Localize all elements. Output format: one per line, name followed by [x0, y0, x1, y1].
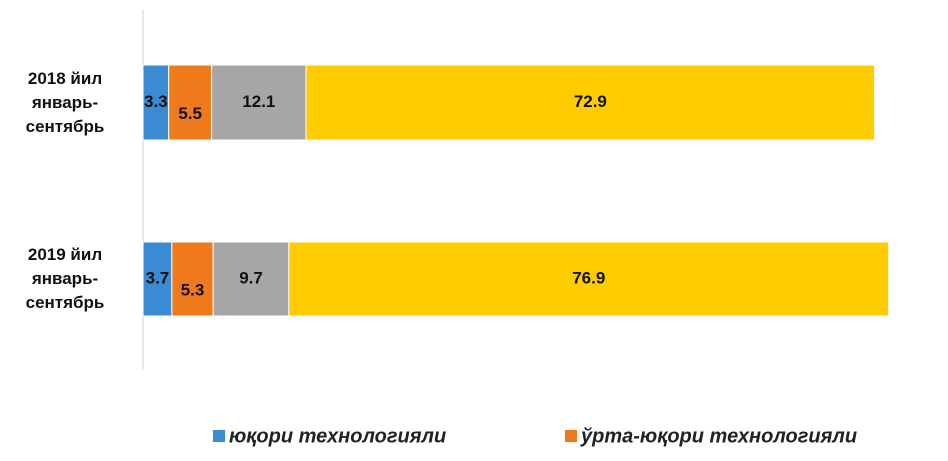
- data-label: 3.7: [146, 268, 170, 287]
- bar-segment: [168, 64, 213, 141]
- data-label: 5.5: [178, 104, 202, 123]
- data-label: 12.1: [242, 92, 275, 111]
- bar-segment: [288, 241, 890, 317]
- legend-swatch: [565, 430, 577, 442]
- data-label: 9.7: [239, 268, 263, 287]
- data-label: 5.3: [181, 280, 205, 299]
- data-label: 76.9: [572, 268, 605, 287]
- legend-swatch: [213, 430, 225, 442]
- bar-segment: [211, 64, 307, 141]
- bar-segment: [305, 64, 876, 141]
- category-label: 2019 йил январь-сентябрь: [25, 245, 105, 312]
- legend-label: ўрта-юқори технологияли: [580, 425, 857, 447]
- data-label: 3.3: [144, 92, 168, 111]
- legend-label: юқори технологияли: [229, 425, 446, 447]
- category-label: 2018 йил январь-сентябрь: [25, 68, 105, 136]
- bar-segment: [171, 241, 214, 317]
- data-label: 72.9: [574, 92, 607, 111]
